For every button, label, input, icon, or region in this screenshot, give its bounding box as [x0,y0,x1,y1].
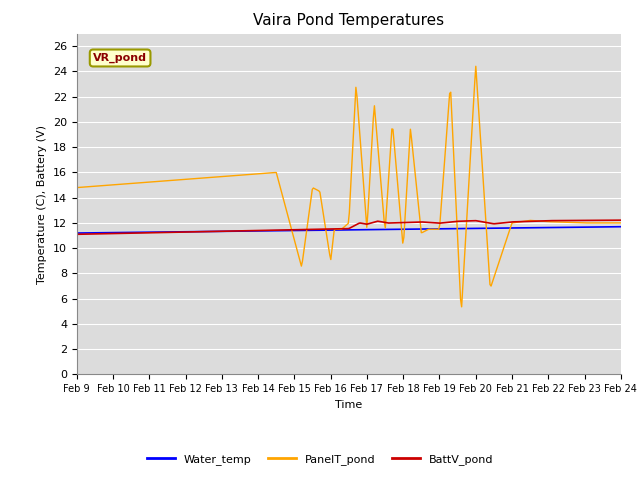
PanelT_pond [73,185,81,191]
Text: VR_pond: VR_pond [93,53,147,63]
Water_temp [617,224,625,229]
PanelT_pond [472,63,479,69]
Line: PanelT_pond: PanelT_pond [77,66,621,307]
BattV_pond [73,231,81,237]
BattV_pond [604,217,612,223]
PanelT_pond [335,227,342,232]
BattV_pond [367,220,375,226]
Line: Water_temp: Water_temp [77,227,621,233]
BattV_pond [332,226,339,232]
Title: Vaira Pond Temperatures: Vaira Pond Temperatures [253,13,444,28]
Water_temp [335,227,342,233]
BattV_pond [519,219,527,225]
PanelT_pond [606,220,614,226]
PanelT_pond [521,218,529,224]
Water_temp [397,227,404,232]
PanelT_pond [332,227,339,232]
BattV_pond [397,220,404,226]
BattV_pond [335,226,342,232]
Water_temp [604,224,612,230]
Water_temp [332,227,339,233]
X-axis label: Time: Time [335,400,362,409]
PanelT_pond [617,220,625,226]
Water_temp [73,230,81,236]
PanelT_pond [397,215,404,221]
PanelT_pond [367,153,375,159]
BattV_pond [617,217,625,223]
Y-axis label: Temperature (C), Battery (V): Temperature (C), Battery (V) [37,124,47,284]
Legend: Water_temp, PanelT_pond, BattV_pond: Water_temp, PanelT_pond, BattV_pond [143,450,497,469]
Water_temp [519,225,527,231]
Water_temp [367,227,375,232]
Line: BattV_pond: BattV_pond [77,220,621,234]
PanelT_pond [458,304,465,310]
